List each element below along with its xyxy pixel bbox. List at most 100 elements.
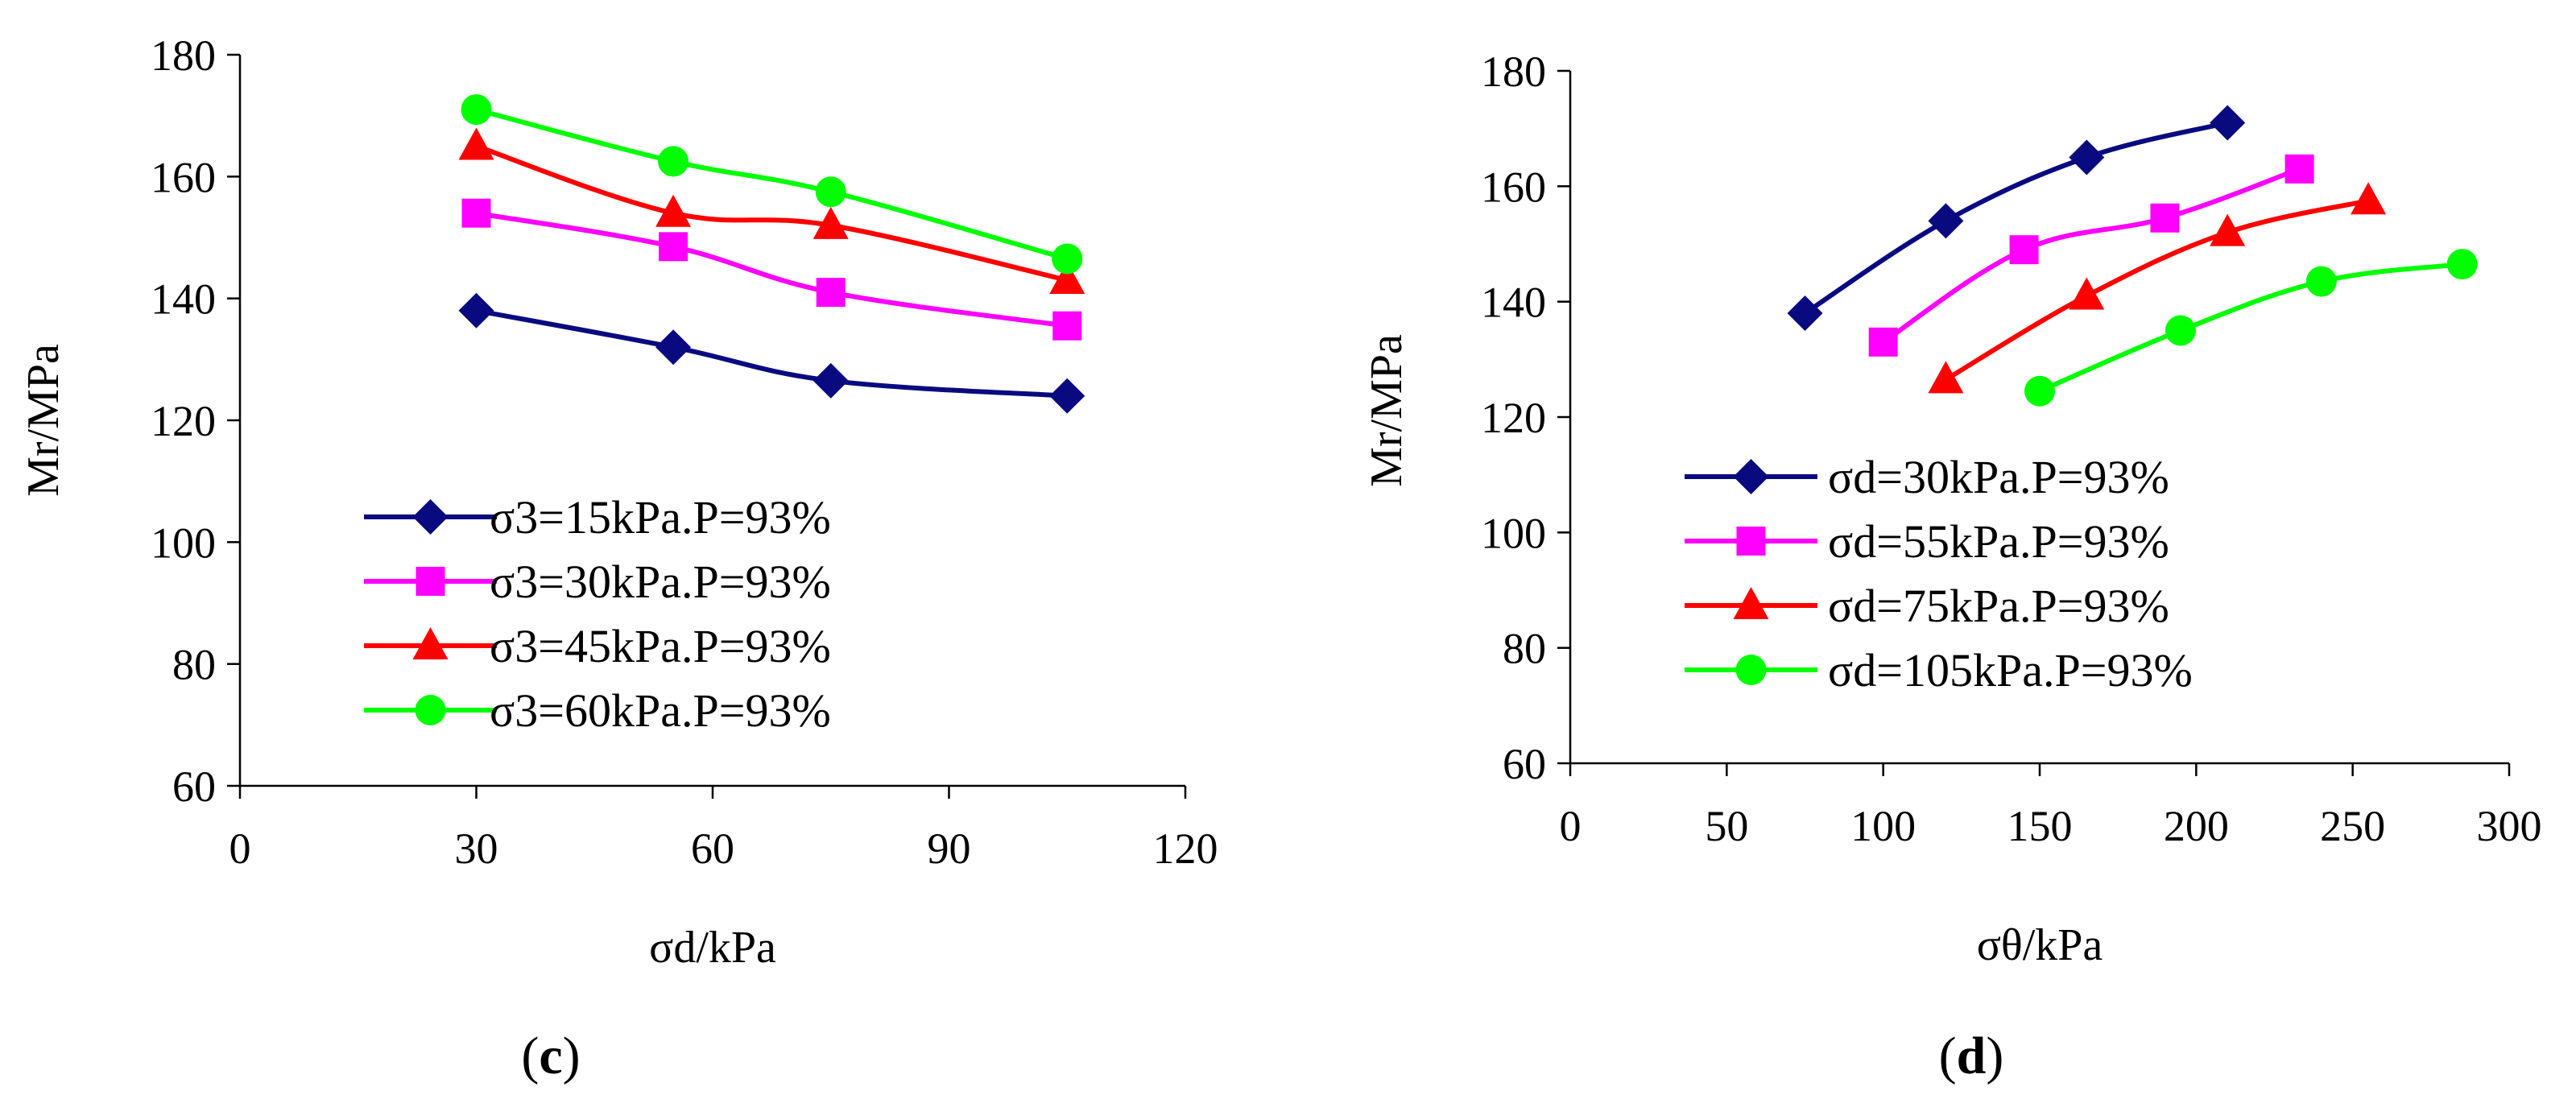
x-tick-label: 250	[2320, 802, 2385, 850]
data-point	[2150, 203, 2180, 233]
y-tick-label: 60	[1503, 740, 1546, 788]
data-point	[816, 278, 846, 308]
legend-entry: σ3=45kPa.P=93%	[490, 620, 831, 672]
y-tick-label: 160	[1481, 163, 1546, 211]
data-point	[2284, 154, 2314, 184]
series-line	[473, 107, 1070, 262]
legend-entry: σd=30kPa.P=93%	[1828, 451, 2169, 503]
legend-marker	[416, 567, 445, 596]
legend-marker	[1733, 587, 1769, 619]
data-point	[655, 329, 692, 366]
series-line	[1880, 166, 2302, 345]
data-point	[1787, 295, 1823, 331]
data-point	[1868, 327, 1898, 357]
panel-caption: (c)	[521, 1027, 580, 1085]
y-tick-label: 160	[151, 153, 216, 201]
series-line	[473, 210, 1070, 328]
data-point	[461, 198, 491, 228]
legend-marker	[412, 627, 449, 659]
x-tick-label: 90	[928, 824, 971, 873]
data-point	[815, 176, 846, 208]
data-point	[812, 362, 849, 399]
legend-entry: σd=55kPa.P=93%	[1828, 515, 2169, 568]
y-tick-label: 180	[1481, 48, 1546, 96]
x-tick-label: 200	[2164, 802, 2229, 850]
series-2	[461, 198, 1082, 341]
data-point	[1928, 203, 1964, 239]
chart-panel-d: 60 80 100 120 140 160 180 0 50 100 150 200 250 300 Mr/…	[1362, 48, 2542, 1085]
caption-letter: d	[1957, 1027, 1987, 1085]
series-1	[458, 292, 1085, 414]
y-tick-label: 100	[1481, 509, 1546, 557]
legend-marker	[1733, 459, 1769, 494]
x-tick-label: 0	[1560, 802, 1582, 850]
y-tick-label: 60	[172, 762, 216, 811]
caption-close: )	[563, 1027, 581, 1085]
data-point	[2210, 105, 2246, 141]
legend-marker	[415, 695, 446, 725]
y-tick-label: 140	[1481, 279, 1546, 327]
data-point	[1049, 378, 1085, 414]
y-tick-label: 120	[1481, 394, 1546, 442]
y-tick-label: 100	[151, 519, 216, 567]
x-tick-label: 0	[229, 824, 251, 873]
x-tick-label: 50	[1705, 802, 1748, 850]
data-point	[2024, 375, 2055, 407]
x-tick-label: 30	[455, 824, 498, 873]
y-tick-label: 140	[151, 275, 216, 324]
data-point	[2009, 235, 2039, 265]
x-tick-label: 100	[1850, 802, 1916, 850]
data-point	[458, 292, 494, 328]
y-tick-label: 120	[151, 397, 216, 445]
data-point	[812, 206, 849, 239]
x-axis-label: σθ/kPa	[1977, 920, 2103, 970]
data-point	[1052, 311, 1082, 341]
legend-marker	[1736, 527, 1766, 556]
data-point	[2446, 249, 2478, 280]
series-line	[2037, 262, 2465, 394]
data-point	[2305, 266, 2337, 297]
chart-panel-c: 60 80 100 120 140 160 180 0 30 60 90 120 Mr/MPa σd/kP…	[19, 31, 1218, 1085]
x-tick-label: 60	[691, 824, 734, 873]
series-4	[2024, 249, 2478, 407]
data-point	[2351, 182, 2387, 215]
series-3	[1928, 182, 2387, 394]
legend-entry: σ3=30kPa.P=93%	[490, 556, 831, 608]
data-point	[458, 127, 494, 160]
legend-entry: σd=105kPa.P=93%	[1828, 644, 2193, 696]
y-tick-label: 80	[172, 641, 216, 689]
series-4	[461, 94, 1083, 275]
caption-close: )	[1986, 1027, 2003, 1085]
legend-entry: σ3=15kPa.P=93%	[490, 491, 831, 543]
data-point	[2165, 315, 2196, 346]
data-point	[461, 94, 492, 126]
panel-caption: (d)	[1939, 1027, 2004, 1085]
data-point	[655, 194, 692, 227]
y-axis-label: Mr/MPa	[19, 344, 68, 497]
data-point	[1928, 361, 1964, 394]
y-tick-label: 80	[1503, 625, 1546, 673]
x-tick-label: 150	[2007, 802, 2073, 850]
x-tick-label: 300	[2477, 802, 2542, 850]
x-tick-label: 120	[1153, 824, 1218, 873]
data-point	[658, 146, 689, 177]
data-point	[1049, 261, 1085, 294]
series-line	[473, 308, 1070, 399]
series-line	[473, 143, 1070, 283]
series-line	[1943, 198, 2371, 382]
data-point	[2069, 277, 2105, 310]
legend-marker	[412, 499, 449, 535]
data-point	[2210, 213, 2246, 246]
legend: σd=30kPa.P=93% σd=55kPa.P=93% σd=75kPa.P=9…	[1685, 451, 2193, 696]
legend-entry: σd=75kPa.P=93%	[1828, 580, 2169, 632]
caption-open: (	[521, 1027, 539, 1085]
series-3	[458, 127, 1085, 294]
series-2	[1868, 154, 2314, 357]
y-axis-label: Mr/MPa	[1362, 334, 1412, 487]
caption-letter: c	[539, 1027, 562, 1085]
y-tick-label: 180	[151, 31, 216, 80]
series-1	[1787, 105, 2246, 331]
x-axis-label: σd/kPa	[649, 923, 776, 973]
legend: σ3=15kPa.P=93% σ3=30kPa.P=93% σ3=45kPa.P=9…	[364, 491, 831, 737]
